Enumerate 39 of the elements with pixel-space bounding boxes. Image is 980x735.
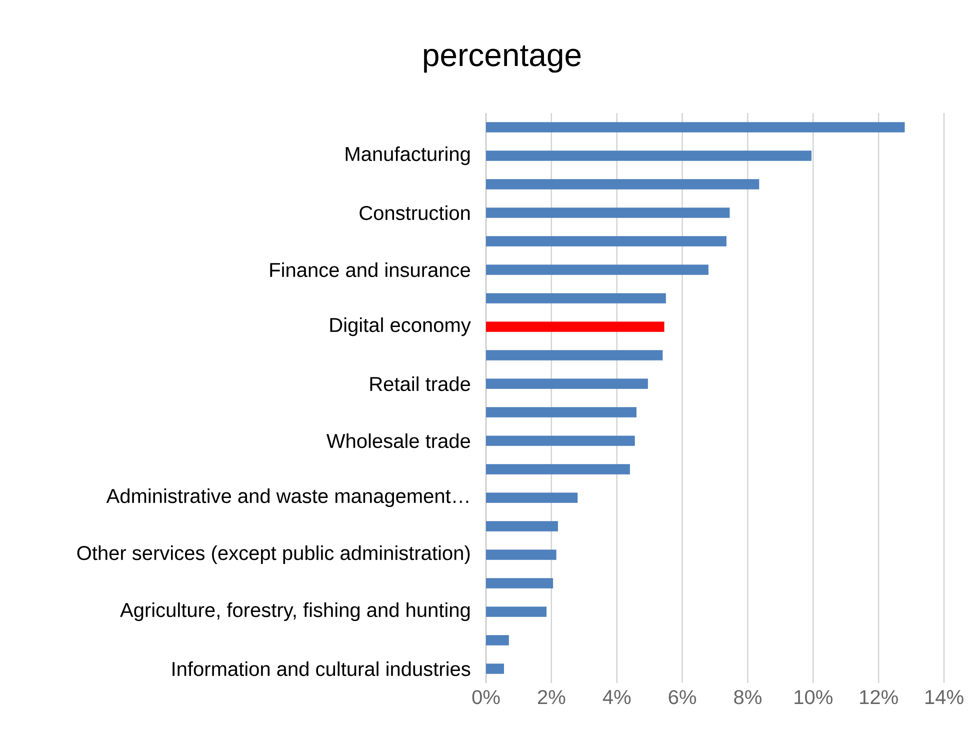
x-tick-label: 0% xyxy=(472,690,500,704)
x-tick-label: 12% xyxy=(860,690,898,704)
y-tick-label: Manufacturing xyxy=(346,146,470,166)
bar xyxy=(486,464,630,474)
bar xyxy=(486,578,554,588)
x-tick-label: 10% xyxy=(794,690,832,704)
y-tick-label: Finance and insurance xyxy=(270,262,470,278)
bar xyxy=(486,350,663,360)
bar xyxy=(486,664,504,674)
x-tick-label: 14% xyxy=(926,690,964,704)
bar xyxy=(486,150,812,161)
y-tick-label: Information and cultural industries xyxy=(172,661,470,676)
bar xyxy=(486,436,635,446)
x-tick-label: 6% xyxy=(668,690,696,704)
bar xyxy=(486,635,509,646)
bar xyxy=(486,293,666,304)
y-tick-label: Construction xyxy=(360,205,470,220)
y-tick-label: Retail trade xyxy=(370,376,470,392)
chart-title: percentage xyxy=(424,45,581,73)
bar xyxy=(486,521,558,532)
x-tick-label: 4% xyxy=(602,690,631,704)
bar xyxy=(486,550,556,560)
bar xyxy=(486,322,664,332)
bar xyxy=(486,236,726,246)
x-tick-label: 2% xyxy=(538,690,566,704)
bar xyxy=(486,122,905,132)
y-tick-label: Digital economy xyxy=(330,317,471,336)
bar xyxy=(486,179,760,190)
bar xyxy=(486,264,708,275)
bar xyxy=(486,407,636,418)
bar xyxy=(486,208,730,218)
y-tick-label: Wholesale trade xyxy=(326,433,470,448)
bar xyxy=(486,606,547,617)
bar xyxy=(486,492,578,503)
x-tick-label: 8% xyxy=(734,690,762,704)
y-tick-label: Administrative and waste management… xyxy=(106,488,468,508)
y-tick-label: Agriculture, forestry, fishing and hunting xyxy=(120,602,470,622)
bar xyxy=(486,378,648,389)
y-tick-label: Other services (except public administration) xyxy=(77,545,470,564)
